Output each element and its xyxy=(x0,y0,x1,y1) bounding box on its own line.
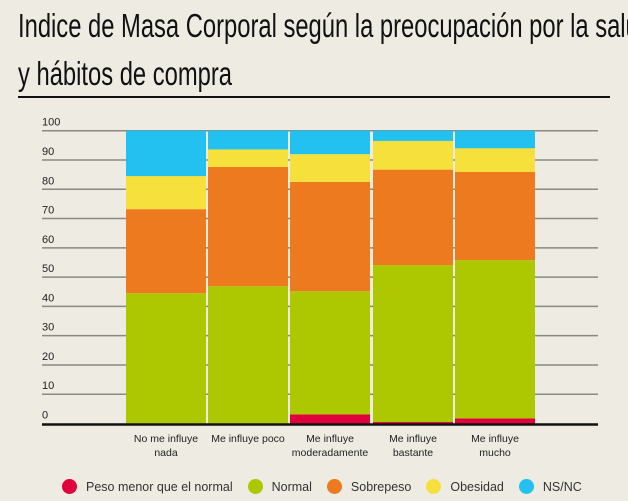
bar-segment-ns-nc xyxy=(208,130,288,150)
y-tick-label: 30 xyxy=(42,322,54,334)
legend-label: NS/NC xyxy=(542,479,582,494)
y-tick-label: 10 xyxy=(42,380,54,392)
bar-segment-sobrepeso xyxy=(455,171,535,261)
y-tick-label: 50 xyxy=(42,263,54,275)
legend-item: Obesidad xyxy=(426,479,504,494)
y-tick-label: 40 xyxy=(42,292,54,304)
y-tick-label: 20 xyxy=(42,351,54,363)
legend-swatch xyxy=(326,479,342,494)
legend-label: Peso menor que el normal xyxy=(86,479,233,494)
y-tick-label: 0 xyxy=(42,410,48,422)
x-category-label: moderadamente xyxy=(292,447,369,459)
legend-label: Normal xyxy=(271,479,312,494)
bar-segment-sobrepeso xyxy=(373,169,453,266)
bar-segment-ns-nc xyxy=(126,130,206,177)
legend-item: NS/NC xyxy=(518,479,582,494)
bar-segment-normal xyxy=(373,265,453,423)
bar-segment-peso-menor-que-el-normal xyxy=(373,422,453,424)
bar-segment-obesidad xyxy=(290,154,370,182)
bar-segment-obesidad xyxy=(455,148,535,172)
y-tick-label: 80 xyxy=(42,175,54,187)
x-category-label: Me influye xyxy=(306,433,354,445)
bar-segment-peso-menor-que-el-normal xyxy=(290,414,370,424)
x-category-label: Me influye poco xyxy=(211,433,285,445)
legend-label: Sobrepeso xyxy=(350,479,412,494)
bar-segment-ns-nc xyxy=(455,130,535,149)
bar-segment-sobrepeso xyxy=(290,181,370,292)
bar-segment-normal xyxy=(290,291,370,415)
legend-item: Sobrepeso xyxy=(326,479,412,494)
legend: Peso menor que el normal Normal Sobrepeso O… xyxy=(62,479,597,494)
title-rule xyxy=(18,96,610,98)
y-tick-label: 70 xyxy=(42,205,54,217)
bar-segment-normal xyxy=(455,260,535,419)
legend-swatch xyxy=(247,479,263,494)
legend-swatch xyxy=(518,479,534,494)
x-category-label: bastante xyxy=(393,447,433,459)
stacked-bar-chart: 0 10 20 30 40 50 60 70 80 90 100 No me influye nada M… xyxy=(42,117,598,459)
legend-swatch xyxy=(62,479,77,494)
y-tick-label: 100 xyxy=(42,117,60,129)
legend-item: Peso menor que el normal xyxy=(62,479,233,494)
chart-title: Indice de Masa Corporal según la preocup… xyxy=(18,7,628,92)
y-tick-label: 60 xyxy=(42,234,54,246)
y-tick-label: 90 xyxy=(42,146,54,158)
bar-segment-ns-nc xyxy=(290,130,370,155)
x-category-label: nada xyxy=(154,447,178,459)
x-category-label: Me influye xyxy=(389,433,437,445)
x-category-label: mucho xyxy=(479,447,511,459)
x-category-label: No me influye xyxy=(134,433,198,445)
x-category-label: Me influye xyxy=(471,433,519,445)
legend-item: Normal xyxy=(247,479,312,494)
bar-segment-obesidad xyxy=(126,176,206,210)
legend-swatch xyxy=(426,479,442,494)
bar-segment-ns-nc xyxy=(373,130,453,141)
bar-segment-peso-menor-que-el-normal xyxy=(455,418,535,424)
bar-segment-normal xyxy=(208,286,288,424)
legend-label: Obesidad xyxy=(450,479,504,494)
bar-segment-obesidad xyxy=(373,140,453,170)
bar-segment-obesidad xyxy=(208,149,288,168)
bar-segment-sobrepeso xyxy=(208,167,288,287)
bar-segment-normal xyxy=(126,293,206,424)
bar-segment-sobrepeso xyxy=(126,209,206,294)
